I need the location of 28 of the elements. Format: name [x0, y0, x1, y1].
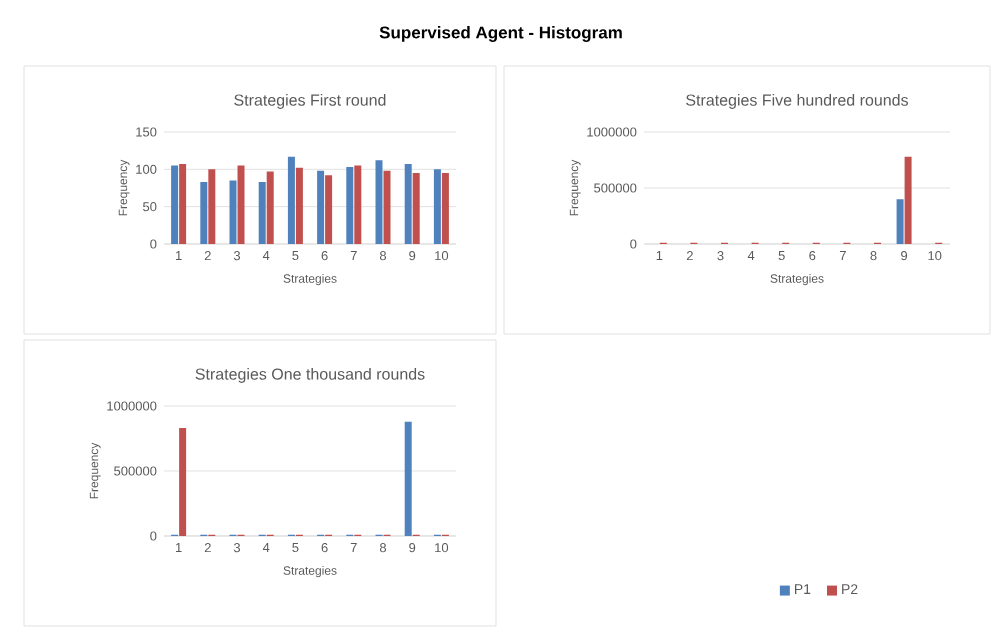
bar	[433, 169, 441, 244]
bar	[904, 156, 912, 244]
bar	[404, 164, 412, 244]
bar	[896, 199, 904, 244]
bar	[287, 156, 295, 244]
chart-title: Strategies First round	[234, 93, 386, 109]
bar	[354, 165, 362, 244]
bar	[208, 169, 216, 244]
bar	[266, 171, 274, 244]
bar	[237, 165, 245, 244]
bar	[325, 175, 333, 244]
bar	[179, 164, 187, 244]
bar	[412, 173, 420, 244]
bar	[229, 180, 237, 244]
bar	[171, 165, 179, 244]
bar	[179, 428, 187, 536]
bar	[383, 170, 391, 244]
bar	[346, 167, 354, 244]
bar	[441, 173, 449, 244]
bar	[317, 170, 325, 244]
bar	[375, 160, 383, 244]
bar	[404, 421, 412, 536]
bar	[295, 167, 303, 244]
bar	[200, 182, 208, 244]
text: Supervised Agent - Histogram	[379, 26, 622, 42]
chart-title: Strategies Five hundred rounds	[686, 93, 908, 109]
bar	[258, 182, 266, 244]
chart-title: Strategies One thousand rounds	[195, 367, 425, 383]
